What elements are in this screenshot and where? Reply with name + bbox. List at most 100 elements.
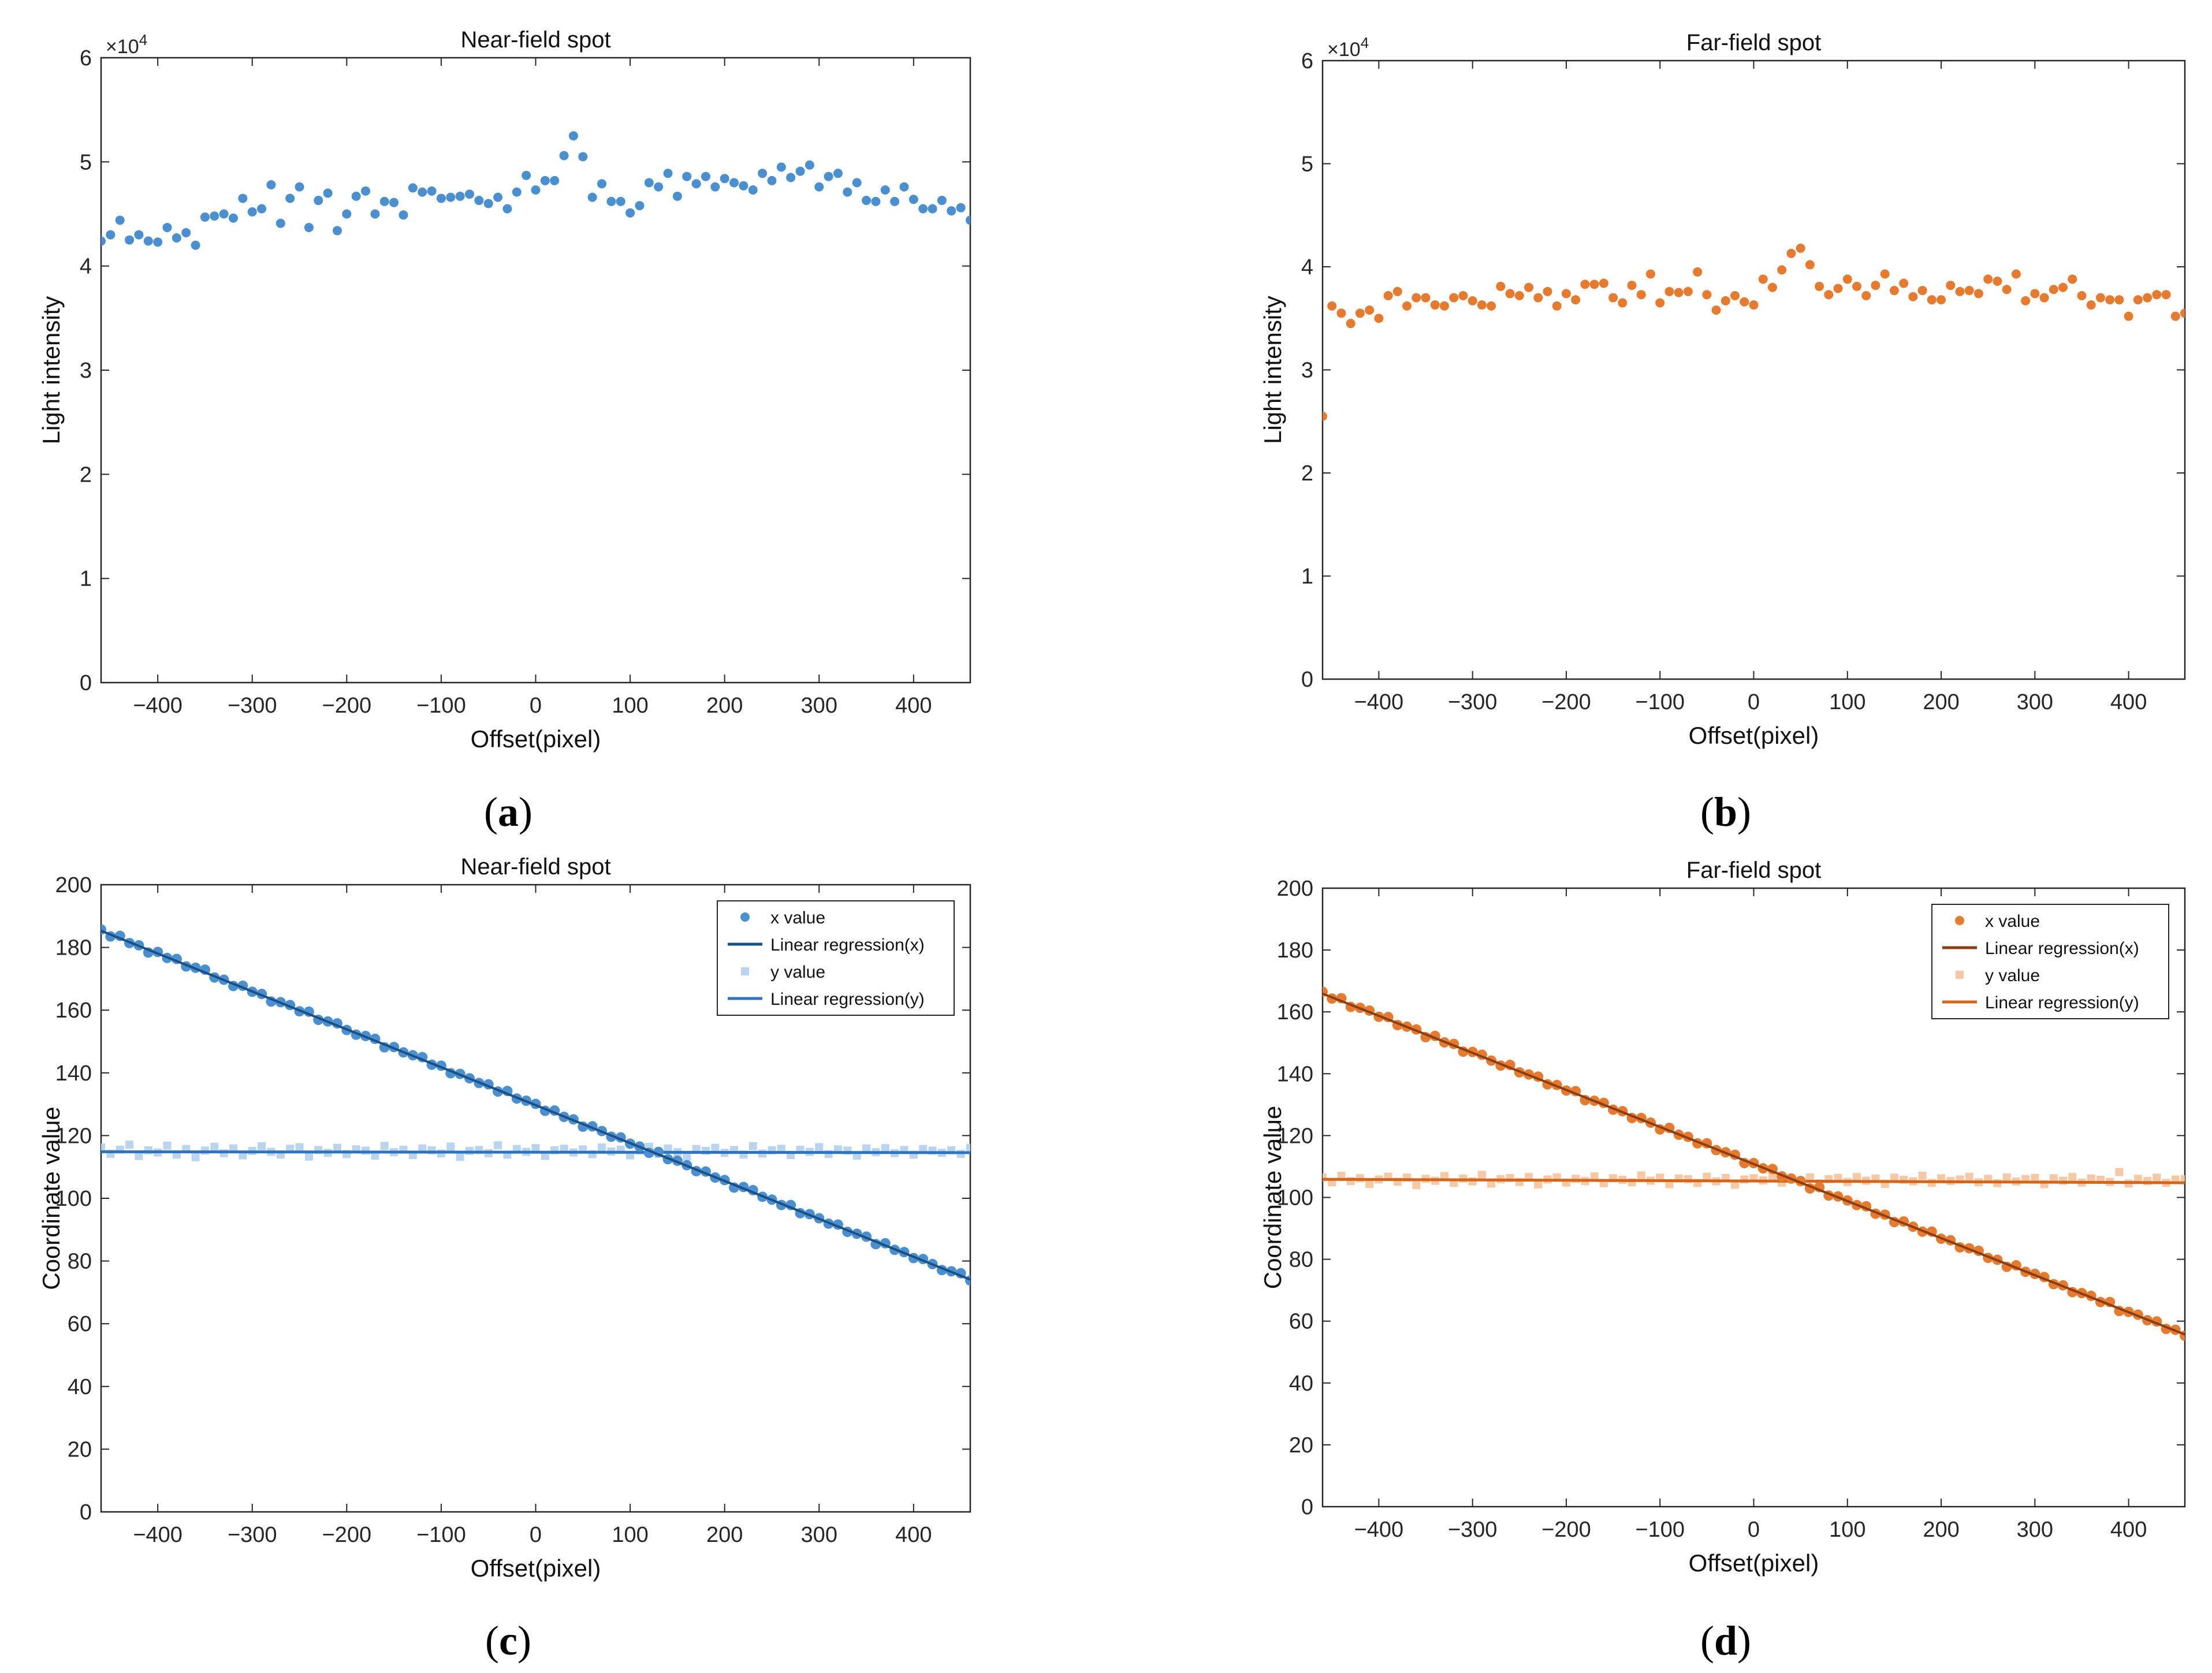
data-point	[739, 181, 748, 191]
x-tick-label: −300	[1448, 1518, 1498, 1542]
plot-frame	[100, 57, 971, 684]
x-tick-label: 400	[895, 694, 932, 718]
data-point	[181, 228, 191, 237]
y-tick-label: 80	[1289, 1248, 1313, 1272]
data-point	[502, 204, 512, 214]
y-value-point	[1965, 1172, 1973, 1181]
x-tick-label: −200	[1541, 690, 1591, 714]
y-value-point	[125, 1141, 134, 1149]
data-point	[493, 192, 503, 202]
data-point	[1365, 305, 1375, 315]
data-point	[1589, 280, 1599, 289]
y-value-point	[862, 1144, 871, 1153]
caption-d: (d)	[1700, 1618, 1751, 1664]
data-point	[1477, 300, 1487, 310]
y-value-point	[494, 1141, 502, 1150]
data-point	[1487, 301, 1496, 311]
caption-a: (a)	[484, 789, 532, 835]
data-point	[758, 169, 768, 178]
data-point	[1561, 289, 1571, 299]
y-value-point	[258, 1142, 266, 1150]
data-point	[172, 233, 181, 243]
x-axis-label: Offset(pixel)	[471, 725, 601, 752]
data-point	[559, 151, 569, 161]
y-tick-label: 140	[55, 1061, 92, 1086]
data-point	[852, 178, 862, 188]
x-tick-label: −300	[1448, 690, 1498, 714]
y-value-point	[163, 1141, 172, 1150]
data-point	[229, 213, 239, 223]
y-tick-label: 180	[1277, 938, 1313, 963]
data-point	[295, 182, 304, 192]
y-tick-label: 20	[1289, 1433, 1313, 1458]
data-point	[512, 187, 522, 197]
y-tick-label: 4	[1301, 255, 1313, 280]
data-point	[899, 182, 909, 192]
y-tick-label: 0	[1301, 1495, 1313, 1519]
data-point	[767, 176, 777, 185]
y-tick-label: 5	[80, 150, 92, 174]
y-value-point	[1487, 1179, 1496, 1188]
y-exponent-power: 4	[139, 31, 147, 49]
data-point	[1664, 286, 1674, 296]
y-tick-label: 60	[1289, 1310, 1313, 1334]
y-tick-label: 0	[80, 1500, 92, 1525]
y-axis-label: Light intensity	[38, 296, 65, 445]
y-tick-label: 120	[1277, 1124, 1313, 1148]
data-point	[578, 152, 588, 162]
data-point	[2095, 293, 2105, 303]
legend-label: y value	[1985, 966, 2040, 985]
data-point	[862, 196, 872, 206]
x-tick-label: 300	[801, 1523, 837, 1547]
data-point	[191, 240, 200, 250]
data-point	[710, 182, 720, 192]
y-value-point	[1590, 1172, 1599, 1181]
data-point	[1608, 293, 1618, 303]
y-value-point	[1477, 1171, 1486, 1179]
data-point	[101, 236, 106, 246]
y-value-point	[2087, 1174, 2095, 1183]
data-point	[568, 131, 578, 141]
y-value-point	[1918, 1172, 1927, 1180]
y-value-point	[304, 1152, 313, 1161]
y-tick-label: 100	[1277, 1186, 1313, 1210]
y-value-point	[371, 1152, 379, 1160]
y-value-point	[919, 1145, 928, 1153]
data-point	[427, 186, 437, 196]
y-value-point	[683, 1152, 691, 1161]
data-point	[1805, 260, 1815, 270]
data-point	[275, 218, 285, 228]
data-point	[106, 230, 116, 240]
data-point	[1505, 289, 1515, 299]
data-point	[2049, 285, 2058, 295]
y-value-point	[210, 1142, 219, 1151]
data-point	[1524, 282, 1534, 292]
data-point	[1758, 274, 1768, 284]
x-tick-label: 400	[2110, 690, 2147, 714]
data-point	[795, 166, 805, 176]
y-axis-label: Coordinate value	[1259, 1106, 1286, 1290]
y-exponent-label: ×104	[106, 31, 147, 58]
data-point	[1721, 296, 1730, 305]
x-tick-label: −100	[416, 694, 466, 718]
x-tick-label: 200	[706, 694, 743, 718]
y-value-point	[1703, 1172, 1711, 1181]
data-point	[1439, 301, 1449, 311]
x-tick-label: 100	[612, 1523, 648, 1547]
data-point	[446, 192, 456, 202]
y-tick-label: 0	[1301, 668, 1313, 692]
data-point	[1908, 292, 1918, 301]
data-point	[540, 176, 550, 185]
x-tick-label: 100	[1829, 1518, 1865, 1542]
x-tick-label: 400	[895, 1523, 932, 1547]
data-point	[786, 173, 796, 182]
data-point	[1402, 301, 1412, 311]
data-point	[1514, 290, 1524, 300]
y-exponent-power: 4	[1361, 34, 1369, 51]
chart-b: −400 −300 −200 −100 0 100 200 300 400 0 1 2 3 4 5 6 Far-…	[1259, 30, 2186, 749]
data-point	[1383, 290, 1393, 300]
y-value-point	[446, 1142, 455, 1151]
data-point	[776, 162, 786, 172]
x-tick-label: −200	[322, 694, 372, 718]
y-tick-label: 40	[68, 1375, 92, 1399]
